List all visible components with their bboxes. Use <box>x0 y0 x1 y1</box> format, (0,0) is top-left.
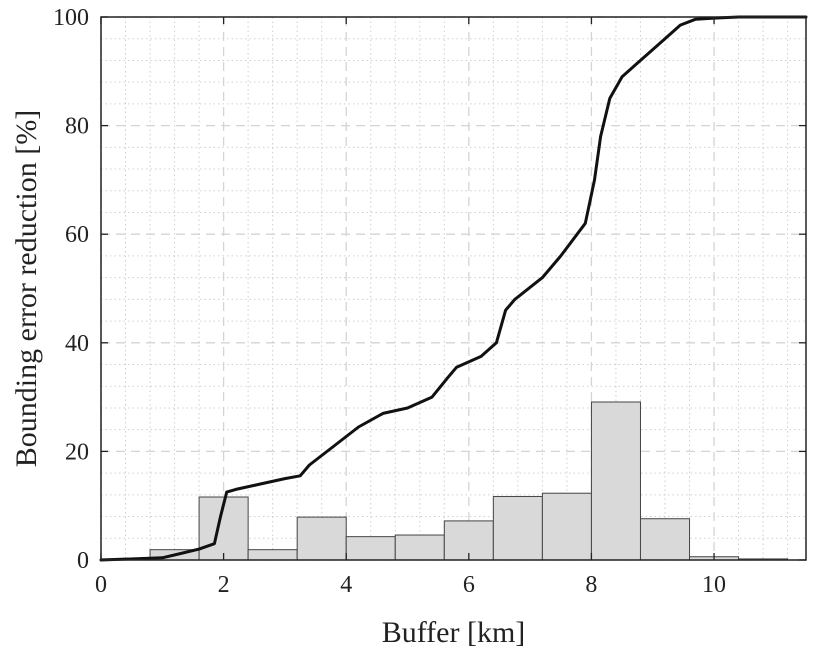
cumulative-line-path <box>99 15 808 562</box>
histogram-bar <box>541 492 592 561</box>
histogram-bar <box>590 401 641 561</box>
histogram-bar <box>394 534 445 561</box>
x-tick-label: 6 <box>463 572 475 598</box>
y-axis-ticks: 0 20 40 60 80 100 <box>53 5 806 574</box>
cumulative-line <box>99 15 808 562</box>
x-tick-label: 2 <box>218 572 230 598</box>
x-tick-label: 0 <box>95 572 107 598</box>
plot-frame <box>100 16 807 561</box>
y-axis-label: Bounding error reduction [%] <box>10 110 43 467</box>
histogram-bar <box>296 516 347 561</box>
major-grid <box>100 16 806 561</box>
y-tick-label: 0 <box>77 548 89 574</box>
minor-grid <box>101 17 806 560</box>
x-tick-label: 4 <box>340 572 352 598</box>
x-tick-label: 8 <box>585 572 597 598</box>
y-tick-label: 20 <box>65 439 89 465</box>
y-tick-label: 80 <box>65 114 89 140</box>
x-tick-label: 10 <box>702 572 726 598</box>
x-axis-label: Buffer [km] <box>382 616 526 649</box>
histogram-bar <box>247 549 298 561</box>
histogram-bar <box>639 518 691 561</box>
y-tick-label: 60 <box>65 222 89 248</box>
y-tick-label: 40 <box>65 331 89 357</box>
histogram-bar <box>492 495 543 561</box>
x-axis-ticks: 0 2 4 6 8 10 <box>95 17 726 598</box>
y-tick-label: 100 <box>53 5 89 31</box>
histogram-bar <box>345 536 396 561</box>
